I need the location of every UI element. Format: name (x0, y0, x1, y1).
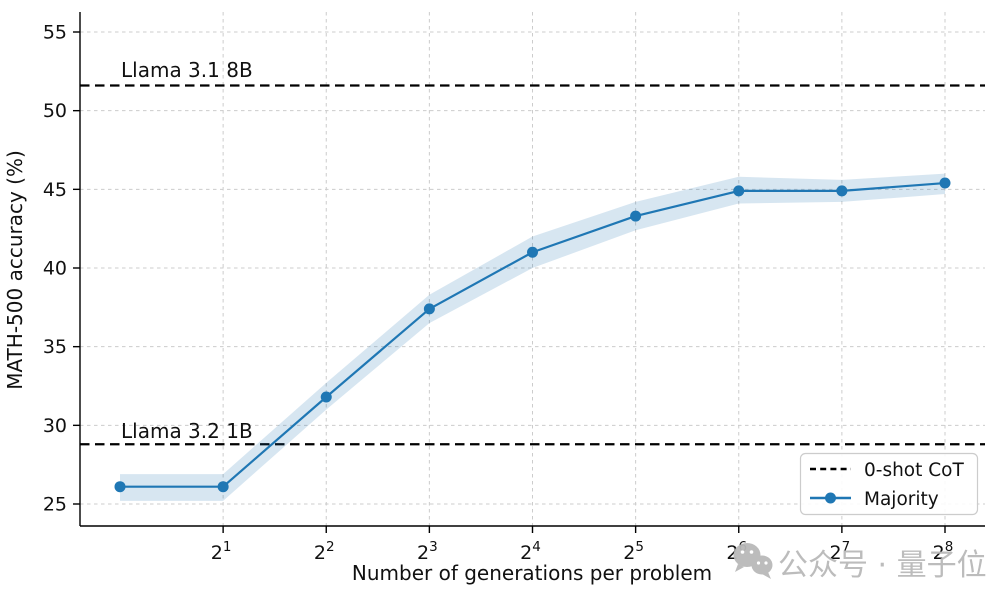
x-axis-label: Number of generations per problem (352, 561, 712, 585)
grid-layer (80, 12, 985, 526)
legend: 0-shot CoT Majority (799, 452, 979, 516)
watermark-text: 公众号 · 量子位 (778, 548, 987, 583)
data-point (217, 481, 229, 493)
legend-marker-sample (825, 492, 836, 504)
data-point (423, 303, 435, 315)
y-tick-label: 25 (43, 494, 67, 516)
hline-label-llama-3-1-8b: Llama 3.1 8B (121, 58, 253, 82)
data-point (114, 481, 126, 493)
x-tick-label: 28 (933, 539, 954, 564)
legend-label-0-shot-cot: 0-shot CoT (864, 460, 964, 481)
y-tick-label: 50 (43, 100, 67, 122)
x-tick-label: 27 (830, 539, 851, 564)
hlines-layer (80, 84, 985, 446)
watermark: 公众号 · 量子位 (733, 543, 987, 583)
x-tick-label: 21 (211, 539, 232, 564)
wechat-icon (733, 543, 773, 579)
y-tick-label: 55 (43, 22, 67, 44)
x-tick-label: 24 (520, 539, 541, 564)
data-point (939, 177, 951, 189)
legend-label-majority: Majority (864, 489, 939, 510)
x-tick-label: 23 (417, 539, 438, 564)
y-axis-label: MATH-500 accuracy (%) (3, 150, 27, 390)
data-point (836, 185, 848, 197)
data-point (733, 185, 745, 197)
hline-label-llama-3-2-1b: Llama 3.2 1B (121, 419, 253, 443)
x-tick-label: 22 (314, 539, 335, 564)
x-tick-label: 25 (623, 539, 644, 564)
series-layer (114, 173, 951, 501)
y-tick-label: 45 (43, 179, 67, 201)
y-tick-label: 35 (43, 336, 67, 358)
data-point (630, 210, 642, 222)
data-point (527, 246, 538, 258)
data-point (320, 391, 332, 403)
y-tick-label: 40 (43, 258, 67, 280)
y-tick-label: 30 (43, 415, 67, 437)
confidence-band (120, 173, 945, 501)
